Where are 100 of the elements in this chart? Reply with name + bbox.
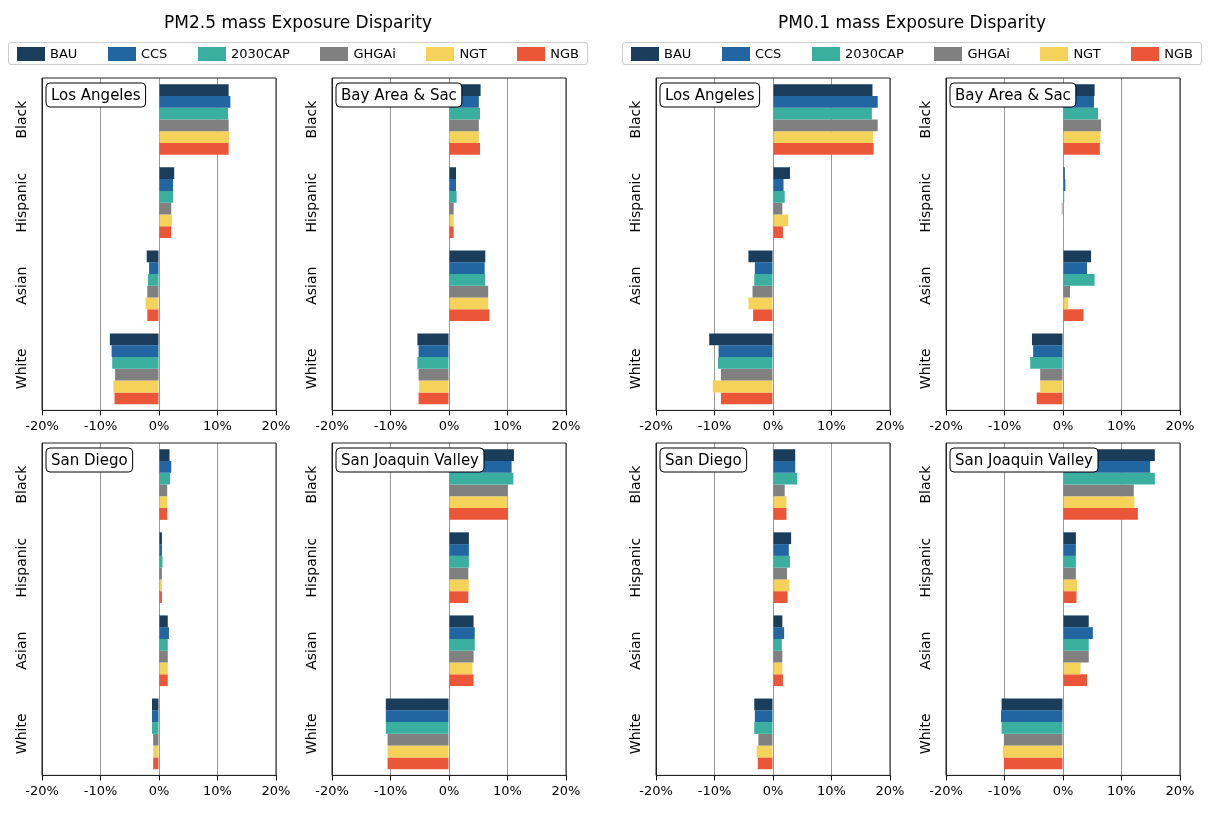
bar [449, 309, 490, 322]
annotation: San Joaquin Valley [955, 450, 1094, 469]
x-tick-label: 0% [438, 417, 460, 433]
bar [720, 368, 773, 381]
x-tick-label: -10% [987, 417, 1022, 433]
annotation: San Diego [665, 450, 742, 469]
x-tick-label: -20% [639, 782, 673, 798]
bar [449, 190, 457, 203]
y-tick-label: Asian [12, 266, 29, 305]
x-tick-label: 10% [817, 417, 846, 433]
bar [1063, 107, 1099, 120]
bar [1063, 567, 1076, 580]
bar [385, 722, 449, 734]
y-tick-label: Black [626, 99, 643, 139]
bar [773, 107, 872, 120]
annotation: Los Angeles [665, 85, 755, 104]
bar [773, 167, 790, 180]
bar [773, 579, 790, 592]
bar [758, 733, 773, 746]
bar [1063, 544, 1076, 556]
bar [159, 107, 229, 120]
bar [754, 262, 773, 274]
bar [1063, 662, 1081, 675]
bar [449, 674, 474, 687]
bar [1063, 615, 1089, 628]
bar [773, 555, 790, 568]
x-tick-label: -20% [315, 782, 349, 798]
bar [417, 357, 449, 369]
bar [1063, 131, 1101, 144]
annotation: San Joaquin Valley [341, 450, 480, 469]
bar [773, 143, 874, 155]
bar [1001, 698, 1063, 711]
bar [773, 591, 788, 603]
bar [709, 333, 773, 346]
bar [1063, 496, 1135, 509]
x-tick-label: -10% [83, 417, 118, 433]
bar [754, 698, 773, 711]
bar [1003, 757, 1063, 770]
bar [114, 392, 159, 405]
bar [449, 202, 454, 215]
y-tick-label: White [302, 713, 319, 755]
bar [748, 297, 773, 310]
bar [449, 179, 457, 191]
bar [773, 615, 783, 628]
bar [385, 698, 449, 711]
bar [1063, 484, 1134, 497]
x-tick-label: -10% [697, 417, 732, 433]
bar [773, 449, 796, 462]
bar [773, 179, 784, 191]
bar [449, 638, 475, 651]
legend-label: 2030CAP [844, 46, 904, 61]
legend-label: GHGAi [967, 46, 1010, 61]
bar [449, 579, 469, 592]
bar [418, 392, 449, 405]
y-tick-label: Black [12, 464, 29, 504]
bar [1063, 273, 1095, 286]
bar [1001, 722, 1063, 734]
bar [112, 357, 159, 369]
legend-label: CCS [140, 46, 168, 61]
bar [773, 84, 873, 97]
bar [720, 392, 773, 405]
bar [1063, 579, 1078, 592]
x-tick-label: 20% [551, 417, 581, 433]
bar [756, 745, 773, 758]
bar [773, 190, 785, 203]
x-tick-label: -20% [315, 417, 349, 433]
bar [773, 472, 797, 485]
y-tick-label: Hispanic [916, 537, 933, 598]
legend-label: CCS [754, 46, 782, 61]
bar [449, 297, 489, 310]
bar [718, 357, 773, 369]
bar [419, 380, 449, 393]
y-tick-label: Hispanic [626, 537, 643, 598]
bar [757, 757, 773, 770]
chart-title: PM2.5 mass Exposure Disparity [164, 12, 432, 32]
x-tick-label: -10% [697, 782, 732, 798]
bar [417, 333, 449, 346]
bar [159, 119, 229, 132]
x-tick-label: -10% [373, 417, 408, 433]
bar [449, 567, 469, 580]
bar [1003, 733, 1063, 746]
x-tick-label: 10% [203, 417, 232, 433]
bar [449, 226, 454, 238]
y-tick-label: Black [626, 464, 643, 504]
bar [773, 484, 785, 497]
bar [159, 143, 229, 155]
bar [385, 710, 449, 723]
x-tick-label: 20% [1165, 782, 1195, 798]
bar [147, 309, 159, 322]
x-tick-label: 10% [817, 782, 846, 798]
x-tick-label: 0% [762, 417, 784, 433]
bar [1063, 638, 1089, 651]
y-tick-label: Asian [302, 631, 319, 670]
x-tick-label: 10% [1107, 417, 1136, 433]
bar [146, 250, 159, 263]
bar [773, 508, 787, 520]
bar [712, 380, 773, 393]
y-tick-label: Hispanic [916, 172, 933, 233]
x-tick-label: -20% [929, 417, 963, 433]
y-tick-label: White [626, 348, 643, 390]
